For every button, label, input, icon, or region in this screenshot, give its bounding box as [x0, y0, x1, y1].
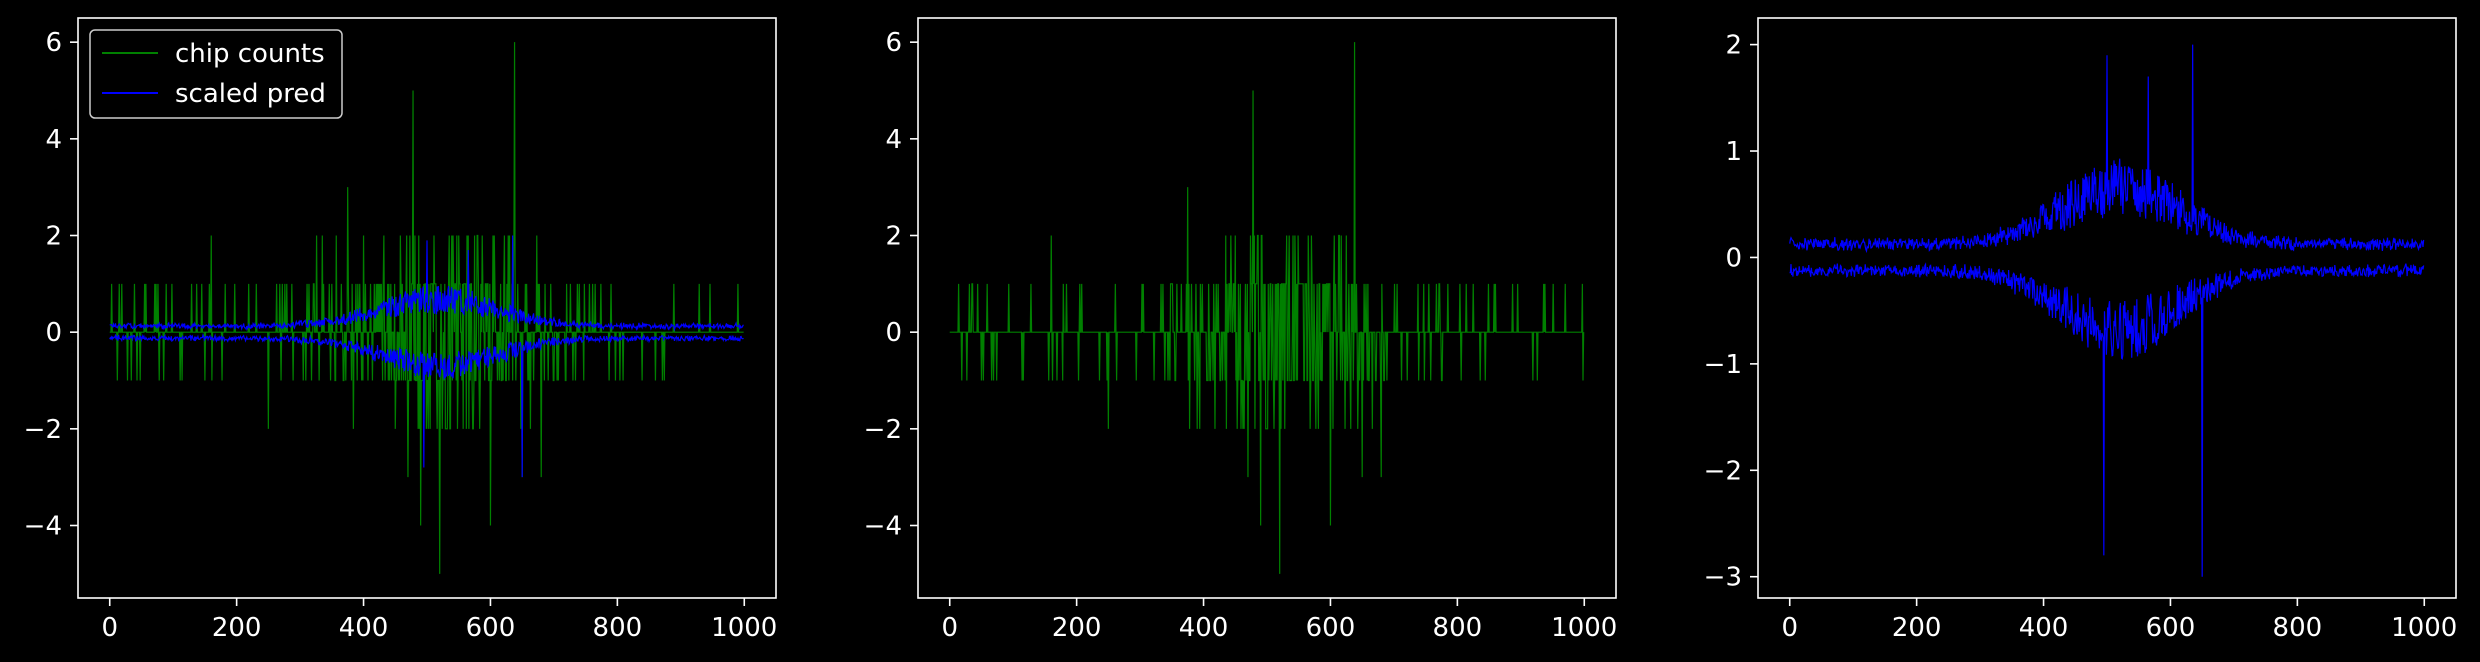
left-y-tick-label: 2	[45, 222, 62, 252]
left-x-tick-label: 800	[593, 613, 643, 643]
middle-y-tick-label: −2	[864, 415, 902, 445]
right-axes-frame	[1757, 17, 2457, 599]
middle-counts-series	[949, 42, 1585, 574]
legend-label-chip-counts: chip counts	[175, 39, 325, 69]
right-panel: 0 200 400 600 800 1000 −3 −2 −1 0 1 2	[1704, 17, 2457, 643]
right-x-tick-label: 200	[1892, 613, 1942, 643]
right-pred-series-upper	[1789, 44, 2425, 254]
right-x-tick-label: 1000	[2391, 613, 2457, 643]
left-axes-frame	[77, 17, 777, 599]
left-x-tick-label: 0	[101, 613, 118, 643]
right-x-tick-label: 0	[1781, 613, 1798, 643]
right-x-tick-label: 400	[2019, 613, 2069, 643]
right-y-tick-label: 0	[1725, 243, 1742, 273]
middle-x-tick-label: 600	[1306, 613, 1356, 643]
right-y-tick-label: −3	[1704, 563, 1742, 593]
right-y-tick-label: 2	[1725, 31, 1742, 61]
left-y-tick-label: −2	[24, 415, 62, 445]
middle-x-tick-label: 0	[941, 613, 958, 643]
left-panel: 0 200 400 600 800 1000 −4 −2 0 2 4 6	[24, 17, 777, 643]
legend-label-scaled-pred: scaled pred	[175, 79, 326, 109]
left-x-tick-label: 200	[212, 613, 262, 643]
left-x-tick-label: 600	[466, 613, 516, 643]
middle-x-tick-label: 800	[1433, 613, 1483, 643]
middle-y-tick-label: 6	[885, 28, 902, 58]
right-x-tick-label: 600	[2146, 613, 2196, 643]
right-y-tick-label: −1	[1704, 350, 1742, 380]
left-chip-counts-series	[109, 42, 744, 574]
middle-x-tick-label: 1000	[1551, 613, 1617, 643]
left-y-tick-label: 4	[45, 125, 62, 155]
right-x-tick-label: 800	[2273, 613, 2323, 643]
right-y-tick-label: 1	[1725, 137, 1742, 167]
left-y-tick-label: 6	[45, 28, 62, 58]
middle-x-tick-label: 200	[1052, 613, 1102, 643]
middle-y-tick-label: −4	[864, 512, 902, 542]
middle-y-tick-label: 0	[885, 318, 902, 348]
left-scaled-pred-series-upper	[109, 235, 744, 332]
left-x-tick-label: 1000	[711, 613, 777, 643]
left-scaled-pred-series-lower	[109, 333, 744, 478]
left-y-tick-label: −4	[24, 512, 62, 542]
legend: chip counts scaled pred	[89, 29, 343, 119]
middle-y-tick-label: 4	[885, 125, 902, 155]
right-y-tick-label: −2	[1704, 456, 1742, 486]
middle-y-tick-label: 2	[885, 222, 902, 252]
left-x-tick-label: 400	[339, 613, 389, 643]
middle-x-tick-label: 400	[1179, 613, 1229, 643]
left-y-tick-label: 0	[45, 318, 62, 348]
middle-panel: 0 200 400 600 800 1000 −4 −2 0 2 4 6	[864, 17, 1617, 643]
right-pred-series-lower	[1789, 262, 2425, 577]
middle-axes-frame	[917, 17, 1617, 599]
